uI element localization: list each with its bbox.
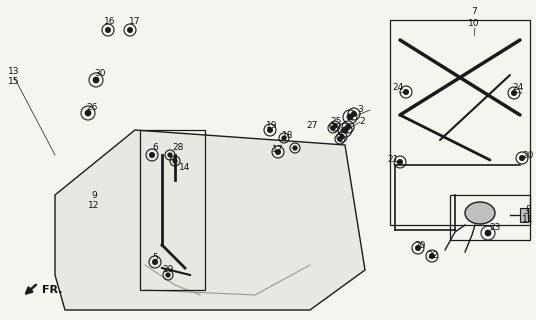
Text: 21: 21 bbox=[388, 156, 399, 164]
Text: 13: 13 bbox=[8, 68, 20, 76]
Text: 11: 11 bbox=[522, 215, 534, 225]
Circle shape bbox=[416, 246, 420, 250]
Circle shape bbox=[340, 135, 344, 139]
Ellipse shape bbox=[465, 202, 495, 224]
Text: 6: 6 bbox=[152, 143, 158, 153]
Circle shape bbox=[430, 254, 434, 258]
Circle shape bbox=[276, 150, 280, 154]
Circle shape bbox=[267, 128, 272, 132]
Circle shape bbox=[512, 91, 516, 95]
Text: 3: 3 bbox=[357, 106, 363, 115]
Text: 8: 8 bbox=[525, 205, 531, 214]
Circle shape bbox=[333, 124, 337, 128]
Text: 28: 28 bbox=[172, 143, 184, 153]
Circle shape bbox=[168, 153, 172, 157]
Bar bbox=[520, 208, 528, 222]
Circle shape bbox=[331, 126, 335, 130]
Text: 22: 22 bbox=[427, 252, 438, 260]
Text: 26: 26 bbox=[86, 102, 98, 111]
Circle shape bbox=[106, 28, 110, 32]
Text: 23: 23 bbox=[489, 223, 501, 233]
Text: 25: 25 bbox=[330, 117, 341, 126]
Circle shape bbox=[398, 160, 403, 164]
Text: 19: 19 bbox=[266, 121, 278, 130]
Text: 5: 5 bbox=[152, 253, 158, 262]
Circle shape bbox=[282, 136, 286, 140]
Circle shape bbox=[173, 159, 177, 163]
Bar bbox=[390, 20, 530, 225]
Circle shape bbox=[293, 146, 297, 150]
Text: 20: 20 bbox=[522, 150, 534, 159]
Text: 4: 4 bbox=[337, 129, 343, 138]
Text: 17: 17 bbox=[129, 18, 141, 27]
Text: 15: 15 bbox=[8, 77, 20, 86]
Text: 7: 7 bbox=[471, 7, 477, 17]
Circle shape bbox=[346, 125, 351, 129]
Circle shape bbox=[338, 137, 342, 141]
Text: 27: 27 bbox=[306, 121, 318, 130]
Text: 2: 2 bbox=[359, 117, 365, 126]
Bar bbox=[140, 130, 205, 290]
Circle shape bbox=[404, 90, 408, 94]
Text: 17: 17 bbox=[272, 145, 284, 154]
Text: 29: 29 bbox=[162, 266, 174, 275]
Text: 9: 9 bbox=[91, 191, 97, 201]
Circle shape bbox=[520, 156, 524, 160]
Circle shape bbox=[342, 127, 348, 133]
Circle shape bbox=[166, 273, 170, 277]
Text: 24: 24 bbox=[512, 84, 524, 92]
Text: 30: 30 bbox=[94, 68, 106, 77]
Text: 14: 14 bbox=[180, 164, 191, 172]
Text: 16: 16 bbox=[104, 18, 116, 27]
Text: 24: 24 bbox=[392, 84, 404, 92]
Circle shape bbox=[352, 112, 356, 116]
Circle shape bbox=[153, 260, 157, 264]
Bar bbox=[450, 195, 530, 240]
Text: 12: 12 bbox=[88, 202, 100, 211]
Circle shape bbox=[150, 153, 154, 157]
Circle shape bbox=[128, 28, 132, 32]
Text: 18: 18 bbox=[282, 131, 294, 140]
Circle shape bbox=[347, 114, 353, 120]
Text: 20: 20 bbox=[414, 241, 426, 250]
Text: FR.: FR. bbox=[42, 285, 63, 295]
Circle shape bbox=[85, 110, 91, 116]
Circle shape bbox=[93, 77, 99, 83]
Text: 10: 10 bbox=[468, 19, 480, 28]
Circle shape bbox=[485, 230, 490, 236]
Polygon shape bbox=[55, 130, 365, 310]
